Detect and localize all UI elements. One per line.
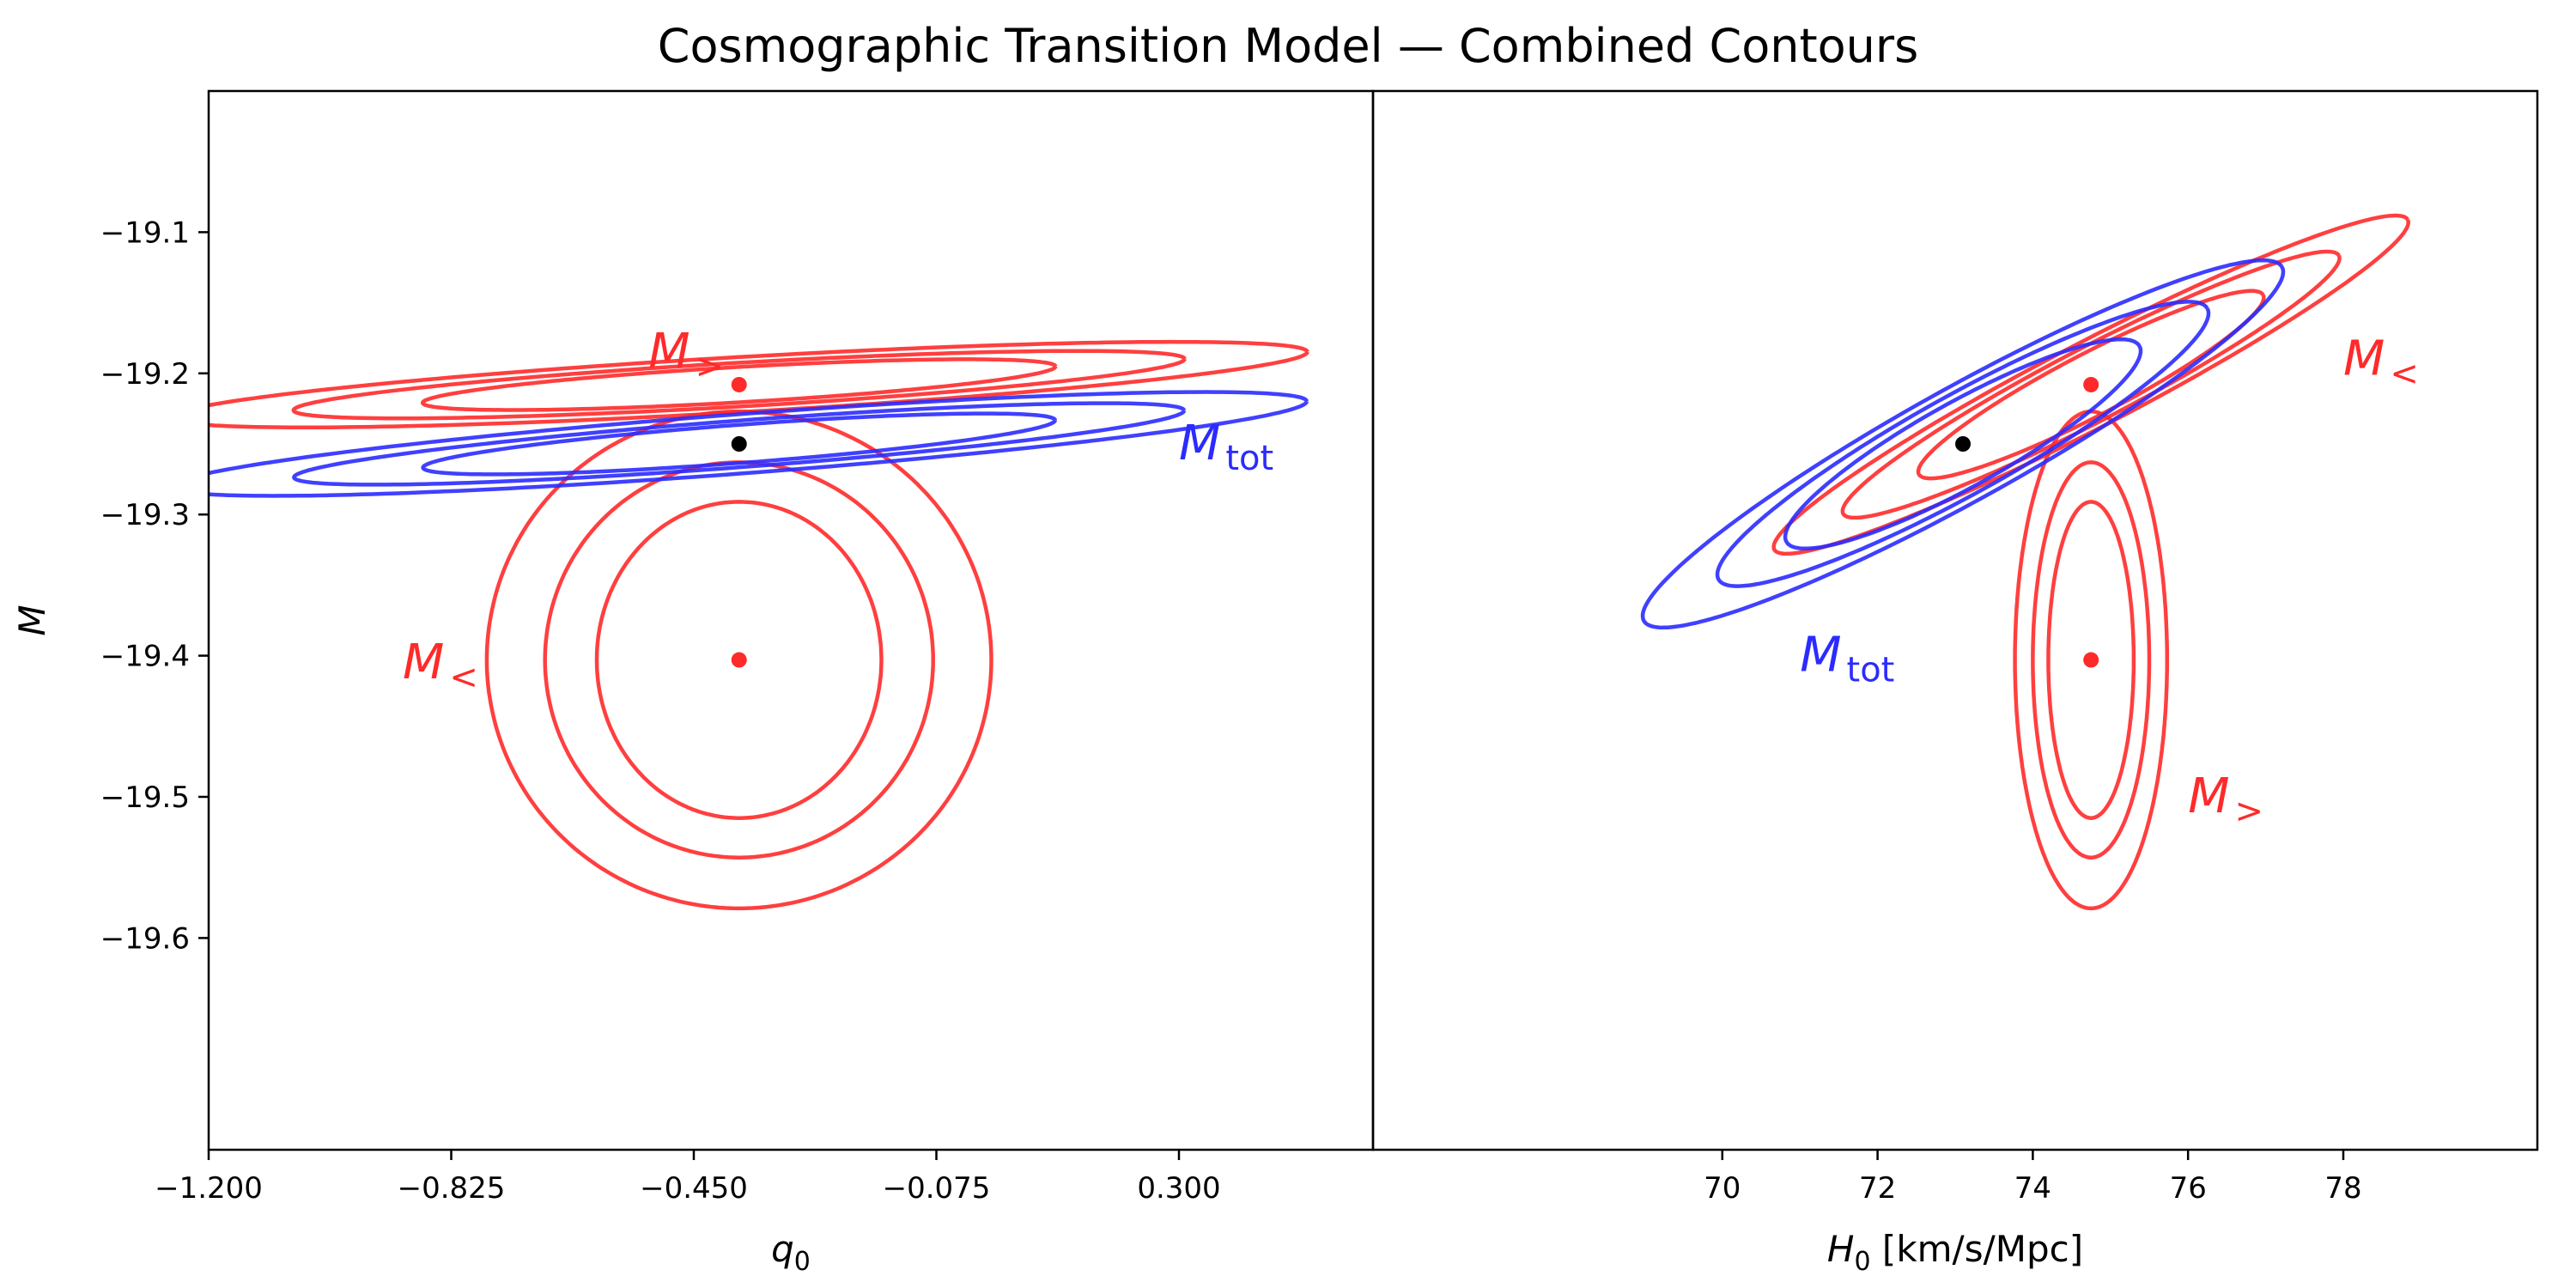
right-series-Mtot-contours [1640, 258, 2286, 630]
left-y-tick-label: −19.1 [100, 216, 190, 250]
right-x-axis-label: H0 [km/s/Mpc] [1827, 1228, 2083, 1277]
left-y-tick-label: −19.3 [100, 498, 190, 532]
right-contour-Mtot-3 [1640, 258, 2286, 630]
left-label-M: M < [403, 635, 478, 697]
left-y-tick-label: −19.4 [100, 640, 190, 674]
right-x-tick-label: 76 [2170, 1171, 2207, 1206]
left-contour-M-2 [291, 349, 1187, 421]
right-center-point-2 [2083, 376, 2099, 392]
left-contour-M-1 [420, 357, 1058, 412]
left-y-tick-label: −19.2 [100, 357, 190, 392]
right-contour-M-1 [1916, 289, 2266, 481]
left-label-M: M > [648, 324, 724, 386]
left-center-point-3 [731, 436, 747, 452]
right-contour-Mtot-1 [1783, 337, 2143, 551]
right-contour-Mtot-2 [1715, 300, 2211, 588]
left-contour-Mtot-3 [209, 390, 1309, 498]
right-contour-M-2 [2031, 460, 2152, 860]
right-contour-M-1 [2046, 500, 2136, 820]
right-contour-M-3 [2013, 409, 2170, 911]
chart-title: Cosmographic Transition Model — Combined… [658, 19, 1918, 73]
right-center-point-3 [1955, 436, 1971, 452]
right-series-M-contours [1771, 213, 2410, 556]
left-x-tick-label: 0.300 [1137, 1171, 1220, 1206]
right-plot-area [1640, 213, 2410, 911]
left-series-M-contours [484, 409, 993, 911]
left-plot-area [209, 339, 1309, 911]
left-y-tick-label: −19.5 [100, 781, 190, 815]
right-x-tick-label: 70 [1704, 1171, 1741, 1206]
left-center-point-2 [731, 376, 747, 392]
right-center-point-1 [2083, 652, 2099, 668]
left-panel: M < M > M tot −1.200 −0.825 −0.450 −0.075 0.300 −19… [11, 89, 1375, 1277]
right-label-M: M > [2188, 769, 2263, 831]
left-series-Mtot-contours [209, 390, 1309, 498]
left-y-axis-label: M [11, 605, 53, 635]
left-contour-Mtot-2 [292, 401, 1187, 487]
right-x-tick-label: 72 [1859, 1171, 1896, 1206]
left-contour-M-3 [484, 409, 993, 911]
right-panel: M < M > M tot 70 72 74 76 78 H0 [km/s/Mpc] [1371, 89, 2539, 1277]
right-label-M: M < [2343, 331, 2419, 393]
left-center-point-1 [731, 652, 747, 668]
left-x-tick-label: −0.075 [883, 1171, 991, 1206]
left-series-M-contours [209, 339, 1309, 430]
left-contour-M-2 [543, 460, 935, 860]
left-x-tick-label: −0.450 [640, 1171, 748, 1206]
left-contour-M-3 [209, 339, 1309, 430]
right-x-tick-label: 78 [2324, 1171, 2361, 1206]
left-x-axis-label: q0 [771, 1228, 811, 1277]
left-y-tick-label: −19.6 [100, 921, 190, 956]
panels: M < M > M tot −1.200 −0.825 −0.450 −0.075 0.300 −19… [11, 89, 2539, 1277]
left-x-tick-label: −0.825 [398, 1171, 506, 1206]
right-x-tick-label: 74 [2014, 1171, 2051, 1206]
right-contour-M-3 [1771, 213, 2410, 556]
right-frame [1371, 89, 2539, 1151]
right-series-M-contours [2013, 409, 2170, 911]
left-contour-Mtot-1 [421, 411, 1058, 477]
left-contour-M-1 [594, 500, 884, 820]
left-x-tick-label: −1.200 [155, 1171, 263, 1206]
right-contour-M-2 [1840, 249, 2342, 520]
